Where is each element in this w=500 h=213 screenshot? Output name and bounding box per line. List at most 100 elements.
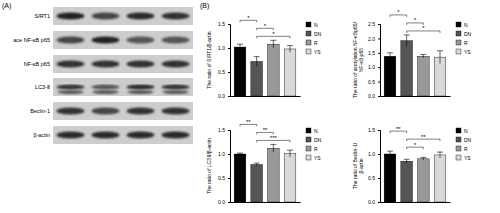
error-bar [437, 152, 443, 158]
y-tick-label: 0.0 [368, 199, 375, 205]
bar [434, 155, 446, 202]
y-axis-title: The ratio of acetylation NF-κBp65/NF-κB … [352, 21, 364, 97]
y-tick-mark [228, 24, 230, 25]
plot-marks [384, 35, 446, 96]
blot-band [92, 132, 120, 139]
significance-label: ** [263, 127, 268, 133]
blot-band [162, 37, 190, 44]
error-cap [387, 52, 393, 53]
error-cap [270, 40, 276, 41]
blot-band [162, 13, 190, 20]
y-tick-mark [228, 48, 230, 49]
error-bar [420, 157, 426, 160]
x-axis [231, 202, 301, 203]
blot-label: β-actin [33, 132, 50, 138]
y-tick-mark [378, 154, 380, 155]
y-axis-line [228, 25, 231, 97]
y-tick-mark [378, 53, 380, 54]
error-line [256, 57, 257, 67]
legend-swatch [456, 155, 461, 160]
significance-label: * [264, 23, 267, 29]
blot-band [57, 37, 85, 44]
y-axis: 0.0 0.5 1.0 1.5 [218, 21, 230, 99]
legend: NDNRYS [306, 128, 322, 161]
y-tick-mark [228, 130, 230, 131]
legend-swatch [306, 49, 311, 54]
blot-band [127, 61, 155, 68]
blot-band [163, 90, 189, 94]
error-line [273, 40, 274, 48]
x-axis [381, 96, 451, 97]
error-line [406, 35, 407, 47]
bar [284, 154, 296, 202]
significance-label: * [414, 17, 417, 23]
blot-band [92, 61, 120, 68]
blot-band [127, 37, 155, 44]
legend-swatch [456, 31, 461, 36]
error-cap [437, 50, 443, 51]
legend-swatch [456, 40, 461, 45]
error-line [406, 159, 407, 163]
y-tick-label: 2.5 [368, 21, 375, 27]
error-cap [270, 144, 276, 145]
y-tick: 0.5 [218, 175, 230, 181]
significance-label: * [422, 25, 425, 31]
blot-band [162, 132, 190, 139]
figure: (A)SIRT1ace NF-κB p65NF-κB p65LC3-ⅡBecli… [0, 0, 500, 213]
blot-band [127, 13, 155, 20]
bar [251, 165, 263, 202]
error-cap [287, 150, 293, 151]
y-axis-title: The ratio of SIRT1/β-actin [206, 31, 212, 88]
legend-label: DN [314, 31, 322, 37]
significance-label: * [247, 15, 250, 21]
y-tick-label: 1.5 [218, 21, 225, 27]
significance-label: ** [246, 119, 251, 125]
legend-swatch [306, 137, 311, 142]
error-bar [270, 144, 276, 152]
error-line [240, 44, 241, 50]
significance-label: * [272, 31, 275, 37]
bar [268, 148, 280, 202]
bar [384, 154, 396, 202]
y-tick: 0.0 [368, 93, 380, 99]
y-tick-label: 1.0 [218, 151, 225, 157]
chart: 0.0 0.5 1.0 1.5 The ratio of SIRT1/β-actin * *… [206, 15, 322, 99]
y-tick: 0.0 [218, 199, 230, 205]
blot-band [92, 13, 120, 20]
error-bar [404, 35, 410, 47]
error-line [390, 151, 391, 157]
significance-label: * [397, 9, 400, 15]
legend-swatch [456, 137, 461, 142]
blot-strip [53, 78, 193, 96]
blot-label: NF-κB p65 [24, 61, 50, 67]
legend-label: DN [464, 137, 472, 143]
y-tick: 1.0 [218, 45, 230, 51]
y-tick-label: 0.0 [368, 93, 375, 99]
error-cap [404, 34, 410, 35]
y-tick-label: 1.0 [218, 45, 225, 51]
blot-strip [53, 55, 193, 73]
legend-label: R [464, 40, 468, 46]
y-tick-mark [378, 96, 380, 97]
significance-label: * [414, 142, 417, 148]
y-tick-label: 1.0 [368, 64, 375, 70]
error-bar [254, 57, 260, 67]
significance-label: *** [270, 135, 278, 141]
legend-label: DN [314, 137, 322, 143]
y-tick: 1.0 [218, 151, 230, 157]
bar [401, 41, 413, 96]
y-tick-mark [228, 202, 230, 203]
y-tick-label: 0.0 [218, 93, 225, 99]
y-axis-title: The ratio of Beclin-1/β-actin [352, 142, 364, 189]
bar [268, 44, 280, 96]
x-axis-line [231, 202, 301, 203]
error-bar [387, 53, 393, 60]
error-line [290, 150, 291, 157]
legend-swatch [456, 146, 461, 151]
error-line [440, 152, 441, 158]
y-tick-mark [378, 82, 380, 83]
legend-label: N [464, 22, 468, 28]
bar [418, 56, 430, 96]
significance-label: ** [396, 126, 401, 132]
y-tick: 0.5 [218, 69, 230, 75]
